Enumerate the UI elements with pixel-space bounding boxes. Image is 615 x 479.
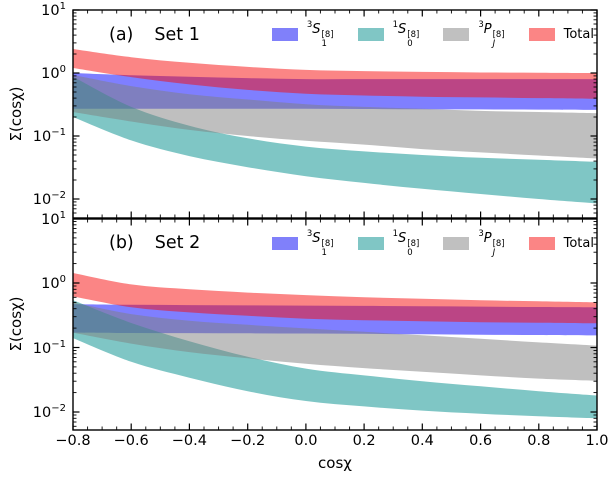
axes-frame-b <box>72 218 598 431</box>
y-tick-label: 10−1 <box>32 127 66 145</box>
x-axis-label: cosχ <box>318 454 352 472</box>
y-tick-label: 101 <box>41 209 66 228</box>
band-Total-b <box>73 273 597 324</box>
legend-label-3S1_8: 3S [8] 1 <box>306 229 334 258</box>
x-tick-label: −0.8 <box>55 433 91 449</box>
y-tick-label: 101 <box>41 1 66 19</box>
legend-item-3S1_8: 3S [8] 1 <box>271 20 334 49</box>
legend-item-Total: Total <box>528 26 594 42</box>
legend-swatch-Total <box>528 236 555 250</box>
x-tick-label: −0.2 <box>230 433 266 449</box>
band-Total-a <box>73 49 597 99</box>
legend-swatch-Total <box>528 27 555 41</box>
legend-label-3PJ_8: 3P [8] J <box>478 20 505 49</box>
panel-a-title: (a) Set 1 <box>109 25 200 45</box>
panel-a-set-name: Set 1 <box>154 25 200 45</box>
axes-frame-a <box>72 9 598 219</box>
legend-item-1S0_8: 1S [8] 0 <box>357 20 420 49</box>
legend-swatch-3S1_8 <box>271 27 298 41</box>
legend-item-3PJ_8: 3P [8] J <box>443 20 505 49</box>
y-tick-label: 100 <box>41 64 66 82</box>
legend-swatch-3PJ_8 <box>443 236 470 250</box>
panel-a <box>72 9 598 219</box>
y-axis-label-panel-b: Σ(cosχ) <box>7 296 25 352</box>
panel-b <box>72 217 598 431</box>
y-axis-label-panel-a: Σ(cosχ) <box>7 86 25 142</box>
panel-b-label: (b) <box>109 233 134 253</box>
band-3PJ_8-b <box>73 302 597 381</box>
legend-label-Total: Total <box>563 26 594 42</box>
legend-swatch-3PJ_8 <box>443 27 470 41</box>
y-tick-label: 10−2 <box>32 190 66 208</box>
x-tick-label: 0.0 <box>294 433 318 449</box>
y-tick-label: 10−1 <box>32 338 66 357</box>
legend-label-Total: Total <box>563 235 594 251</box>
legend-label-1S0_8: 1S [8] 0 <box>392 20 420 49</box>
x-tick-label: 0.6 <box>469 433 493 449</box>
x-tick-label: 0.4 <box>410 433 434 449</box>
panel-b-set-name: Set 2 <box>154 233 201 253</box>
band-1S0_8-b <box>73 300 597 419</box>
legend-swatch-1S0_8 <box>357 236 384 250</box>
x-tick-label: 0.8 <box>527 433 551 449</box>
legend-item-Total: Total <box>528 235 594 251</box>
legend-swatch-1S0_8 <box>357 27 384 41</box>
legend-label-3S1_8: 3S [8] 1 <box>306 20 334 49</box>
x-tick-label: −0.6 <box>113 433 149 449</box>
legend-swatch-3S1_8 <box>271 236 298 250</box>
x-tick-label: 1.0 <box>585 433 609 449</box>
y-tick-label: 10−2 <box>32 403 66 421</box>
legend-panel-b: 3S [8] 1 1S [8] 0 3P [8] J Total <box>271 229 594 258</box>
panel-b-title: (b) Set 2 <box>109 233 200 253</box>
band-1S0_8-a <box>73 76 597 204</box>
legend-label-1S0_8: 1S [8] 0 <box>392 229 420 258</box>
legend-label-3PJ_8: 3P [8] J <box>478 229 505 258</box>
legend-panel-a: 3S [8] 1 1S [8] 0 3P [8] J Total <box>271 20 594 49</box>
legend-item-1S0_8: 1S [8] 0 <box>357 229 420 258</box>
x-tick-label: −0.4 <box>171 433 207 449</box>
y-tick-label: 100 <box>41 274 66 292</box>
legend-item-3PJ_8: 3P [8] J <box>443 229 505 258</box>
x-tick-label: 0.2 <box>352 433 376 449</box>
panel-a-label: (a) <box>109 25 134 45</box>
legend-item-3S1_8: 3S [8] 1 <box>271 229 334 258</box>
band-3PJ_8-a <box>73 75 597 159</box>
